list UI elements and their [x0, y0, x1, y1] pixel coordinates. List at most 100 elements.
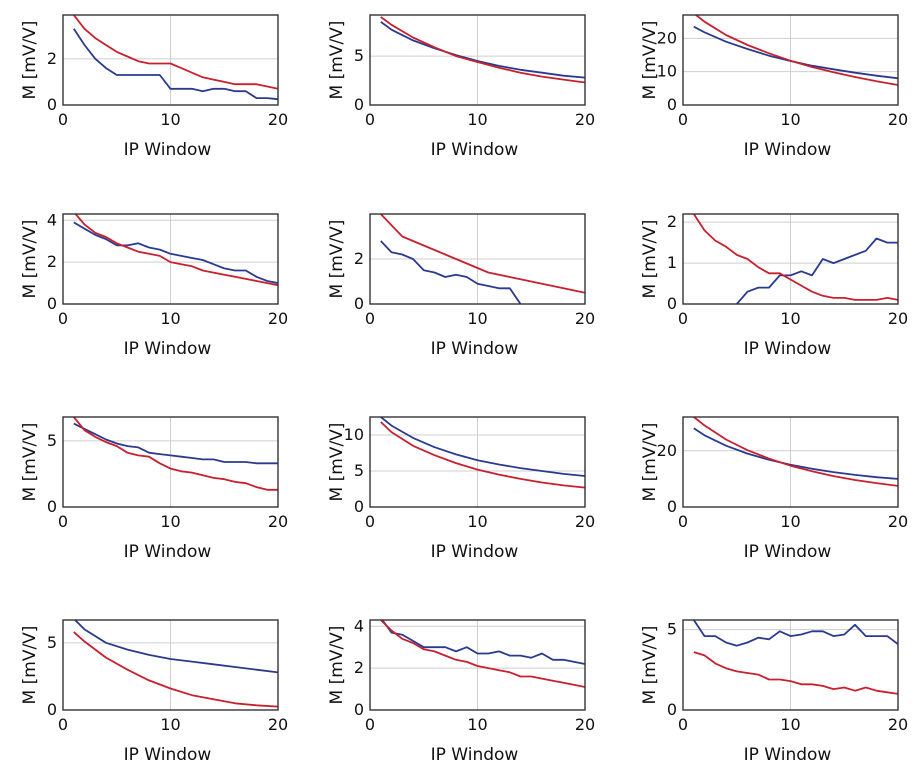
y-axis-label: M [mV/V] [640, 220, 660, 299]
red-series-line [693, 214, 898, 301]
plot-frame [62, 14, 279, 106]
x-tick-label: 20 [268, 309, 288, 328]
x-tick-label: 20 [888, 110, 908, 129]
x-tick-label: 0 [58, 110, 68, 129]
x-axis-label: IP Window [744, 339, 832, 359]
x-tick-label: 20 [888, 715, 908, 734]
blue-series-line [380, 21, 585, 79]
chart-panel-5: 0 10 20 0 2 IP Window M [mV/V] [327, 213, 595, 359]
y-tick-label: 0 [354, 497, 364, 516]
red-series-line [694, 15, 898, 86]
x-tick-label: 10 [467, 512, 487, 531]
chart-panel-8: 0 10 20 0 5 10 IP Window M [mV/V] [327, 416, 595, 562]
red-series-line [380, 16, 585, 84]
red-series-line [73, 417, 278, 491]
chart-panel-11: 0 10 20 0 2 4 IP Window M [mV/V] [327, 616, 595, 765]
blue-series-line [381, 620, 585, 665]
y-tick-label: 0 [667, 294, 677, 313]
y-tick-label: 0 [47, 497, 57, 516]
chart-panel-6: 0 10 20 0 1 2 IP Window M [mV/V] [640, 212, 908, 359]
y-tick-label: 5 [47, 431, 57, 450]
blue-series-line [73, 620, 278, 674]
blue-series-line [380, 417, 585, 477]
x-tick-label: 10 [467, 309, 487, 328]
y-axis-label: M [mV/V] [640, 423, 660, 502]
chart-panel-2: 0 10 20 0 5 IP Window M [mV/V] [327, 14, 595, 160]
x-axis-label: IP Window [431, 745, 519, 765]
blue-series-line [693, 427, 898, 480]
plot-frame [682, 213, 899, 305]
plot-frame [62, 416, 279, 508]
x-tick-label: 0 [678, 110, 688, 129]
y-tick-label: 5 [354, 46, 364, 65]
y-axis-label: M [mV/V] [20, 423, 40, 502]
x-tick-label: 20 [888, 512, 908, 531]
x-axis-label: IP Window [744, 140, 832, 160]
chart-panel-7: 0 10 20 0 5 IP Window M [mV/V] [20, 416, 288, 562]
red-series-line [693, 417, 898, 487]
x-tick-label: 0 [58, 512, 68, 531]
y-tick-label: 5 [47, 633, 57, 652]
x-tick-label: 20 [268, 715, 288, 734]
chart-panel-1: 0 10 20 0 2 IP Window M [mV/V] [20, 14, 288, 160]
y-axis-label: M [mV/V] [327, 423, 347, 502]
plot-frame [369, 213, 586, 305]
x-tick-label: 10 [160, 512, 180, 531]
y-tick-label: 2 [354, 658, 364, 677]
y-tick-label: 2 [354, 249, 364, 268]
blue-series-line [73, 422, 278, 465]
x-axis-label: IP Window [124, 140, 212, 160]
chart-panel-4: 0 10 20 0 2 4 IP Window M [mV/V] [20, 210, 288, 359]
red-series-line [380, 214, 585, 294]
x-axis-label: IP Window [744, 542, 832, 562]
y-axis-label: M [mV/V] [327, 21, 347, 100]
x-tick-label: 10 [780, 309, 800, 328]
x-tick-label: 0 [365, 512, 375, 531]
x-tick-label: 0 [678, 512, 688, 531]
y-tick-label: 1 [667, 253, 677, 272]
x-tick-label: 0 [678, 309, 688, 328]
blue-series-line [73, 221, 278, 284]
y-axis-label: M [mV/V] [640, 21, 660, 100]
x-tick-label: 20 [575, 512, 595, 531]
y-axis-label: M [mV/V] [327, 626, 347, 705]
x-tick-label: 20 [575, 110, 595, 129]
plot-frame [369, 619, 586, 711]
x-tick-label: 0 [365, 309, 375, 328]
y-tick-label: 0 [667, 95, 677, 114]
x-tick-label: 0 [365, 110, 375, 129]
y-tick-label: 0 [47, 700, 57, 719]
red-series-line [693, 651, 898, 695]
plot-frame [682, 619, 899, 711]
x-axis-label: IP Window [744, 745, 832, 765]
y-tick-label: 2 [47, 252, 57, 271]
x-tick-label: 10 [467, 110, 487, 129]
plot-frame [62, 213, 279, 305]
x-tick-label: 0 [365, 715, 375, 734]
plot-frame [369, 14, 586, 106]
x-tick-label: 10 [780, 110, 800, 129]
y-tick-label: 20 [657, 441, 677, 460]
y-tick-label: 5 [354, 461, 364, 480]
blue-series-line [693, 620, 898, 647]
x-tick-label: 0 [678, 715, 688, 734]
y-axis-label: M [mV/V] [20, 21, 40, 100]
red-series-line [380, 620, 585, 688]
x-tick-label: 10 [160, 309, 180, 328]
y-tick-label: 0 [667, 700, 677, 719]
x-axis-label: IP Window [124, 745, 212, 765]
x-tick-label: 20 [268, 512, 288, 531]
x-tick-label: 0 [58, 309, 68, 328]
x-tick-label: 10 [467, 715, 487, 734]
y-tick-label: 20 [657, 28, 677, 47]
y-tick-label: 2 [667, 212, 677, 231]
x-axis-label: IP Window [124, 542, 212, 562]
chart-panel-12: 0 10 20 0 5 IP Window M [mV/V] [640, 619, 908, 765]
x-tick-label: 20 [575, 715, 595, 734]
red-series-line [380, 421, 585, 489]
y-tick-label: 2 [47, 49, 57, 68]
y-tick-label: 5 [667, 620, 677, 639]
x-tick-label: 10 [160, 110, 180, 129]
red-series-line [73, 15, 278, 90]
